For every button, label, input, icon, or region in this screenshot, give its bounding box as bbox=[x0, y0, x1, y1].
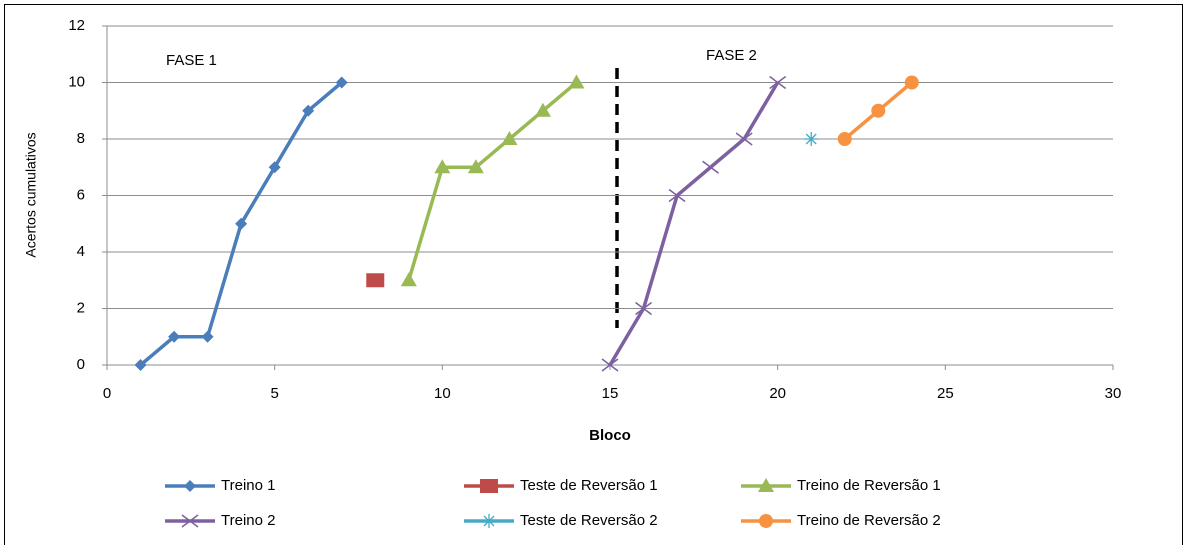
data-point bbox=[235, 217, 248, 230]
data-point bbox=[201, 330, 214, 343]
data-point bbox=[735, 132, 753, 146]
data-point bbox=[871, 103, 886, 118]
legend-marker bbox=[181, 514, 199, 528]
data-point bbox=[400, 272, 417, 287]
x-tick-label: 10 bbox=[434, 385, 451, 402]
data-point bbox=[804, 132, 819, 146]
legend-label: Teste de Reversão 1 bbox=[520, 477, 658, 494]
y-tick-label: 2 bbox=[77, 299, 85, 316]
chart-frame bbox=[4, 4, 1183, 545]
data-point bbox=[335, 76, 348, 89]
x-tick-label: 5 bbox=[270, 385, 278, 402]
data-point bbox=[366, 273, 385, 288]
legend-label: Treino 1 bbox=[221, 477, 275, 494]
data-point bbox=[635, 301, 652, 316]
x-tick-label: 20 bbox=[769, 385, 786, 402]
x-axis-label: Bloco bbox=[589, 427, 631, 444]
y-axis-label: Acertos cumulativos bbox=[23, 132, 39, 257]
legend-marker bbox=[480, 479, 498, 493]
y-tick-label: 12 bbox=[68, 17, 85, 34]
y-tick-label: 10 bbox=[68, 73, 85, 90]
data-point bbox=[534, 102, 551, 117]
data-point bbox=[134, 359, 147, 371]
x-tick-label: 30 bbox=[1105, 385, 1122, 402]
legend-marker bbox=[759, 514, 773, 528]
x-tick-label: 15 bbox=[602, 385, 619, 402]
data-point bbox=[702, 160, 720, 174]
data-point bbox=[601, 358, 619, 372]
legend-label: Treino de Reversão 2 bbox=[797, 512, 941, 529]
data-point bbox=[668, 188, 686, 203]
series-line bbox=[608, 81, 780, 366]
legend-marker bbox=[758, 478, 774, 492]
legend-label: Treino 2 bbox=[221, 512, 275, 529]
data-point bbox=[467, 159, 484, 174]
legend-marker bbox=[184, 480, 196, 492]
data-point bbox=[769, 75, 787, 90]
data-point bbox=[904, 75, 919, 90]
data-point bbox=[568, 74, 585, 89]
data-point bbox=[302, 104, 315, 117]
legend-label: Teste de Reversão 2 bbox=[520, 512, 658, 529]
legend-label: Treino de Reversão 1 bbox=[797, 477, 941, 494]
x-tick-label: 0 bbox=[103, 385, 111, 402]
data-point bbox=[434, 159, 451, 174]
data-point bbox=[501, 131, 518, 145]
series-line bbox=[407, 81, 578, 281]
data-point bbox=[168, 330, 181, 343]
y-tick-label: 0 bbox=[77, 356, 85, 373]
y-tick-label: 4 bbox=[77, 243, 85, 260]
legend-marker bbox=[482, 514, 496, 528]
data-point bbox=[268, 161, 281, 174]
y-tick-label: 8 bbox=[77, 130, 85, 147]
x-tick-label: 25 bbox=[937, 385, 954, 402]
annotation: FASE 1 bbox=[166, 52, 217, 69]
annotation: FASE 2 bbox=[706, 47, 757, 64]
data-point bbox=[837, 132, 852, 146]
y-tick-label: 6 bbox=[77, 186, 85, 203]
